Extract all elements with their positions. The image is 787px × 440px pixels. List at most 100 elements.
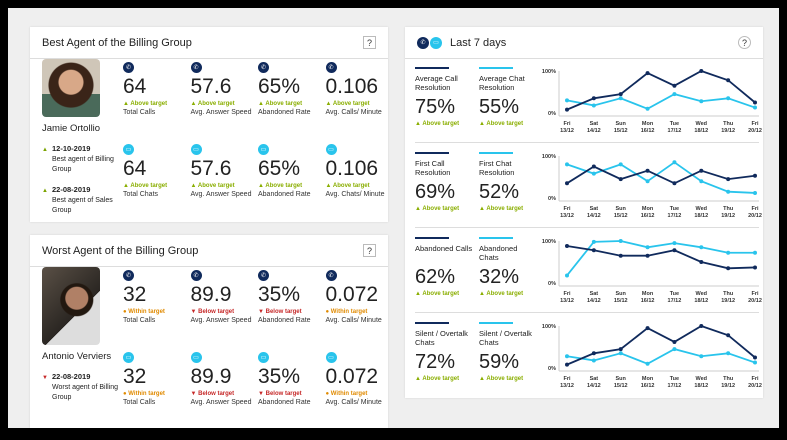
phone-icon: ✆ [325, 62, 337, 73]
card-header: Worst Agent of the Billing Group? [30, 235, 388, 267]
kpi-label: Silent / Overtalk Chats [415, 329, 468, 347]
data-point[interactable] [565, 244, 569, 249]
data-point[interactable] [618, 162, 623, 167]
status-badge: ▲ Above target [415, 291, 475, 297]
data-point[interactable] [565, 273, 569, 278]
data-point[interactable] [753, 190, 757, 195]
data-point[interactable] [591, 164, 596, 169]
data-point[interactable] [672, 248, 677, 253]
award: ▼ 22-08-2019 Worst agent of Billing Group [42, 372, 122, 403]
legend-swatch [479, 322, 513, 324]
status-badge: ▼ Below target [191, 309, 259, 315]
data-point[interactable] [672, 92, 677, 97]
data-point[interactable] [591, 351, 596, 356]
chat-icon: ▭ [325, 352, 337, 363]
data-point[interactable] [645, 253, 650, 258]
phone-icon: ✆ [258, 62, 269, 73]
data-point[interactable] [699, 324, 704, 328]
metric: ▭ 89.9 ▼ Below target Avg. Answer Speed [190, 349, 259, 427]
data-point[interactable] [726, 250, 731, 255]
data-point[interactable] [618, 239, 623, 243]
data-point[interactable] [645, 106, 650, 111]
data-point[interactable] [753, 265, 757, 270]
data-point[interactable] [565, 354, 569, 359]
data-point[interactable] [618, 177, 623, 182]
data-point[interactable] [565, 162, 569, 167]
data-point[interactable] [726, 96, 731, 101]
data-point[interactable] [699, 99, 704, 104]
data-point[interactable] [726, 177, 731, 182]
data-point[interactable] [672, 347, 677, 352]
status-text: Within target [330, 309, 368, 315]
x-tick-label: Sat 14/12 [587, 121, 601, 134]
data-point[interactable] [565, 181, 569, 186]
card-title: Last 7 days [450, 36, 507, 49]
data-point[interactable] [699, 260, 704, 264]
data-point[interactable] [726, 189, 731, 194]
data-point[interactable] [672, 241, 677, 246]
help-button[interactable]: ? [363, 36, 376, 49]
data-point[interactable] [565, 362, 569, 367]
legend-swatch [479, 152, 513, 154]
data-point[interactable] [726, 351, 731, 356]
data-point[interactable] [672, 160, 677, 165]
data-point[interactable] [591, 96, 596, 101]
data-point[interactable] [753, 173, 757, 178]
data-point[interactable] [618, 96, 623, 101]
data-point[interactable] [645, 245, 650, 250]
data-point[interactable] [591, 239, 596, 244]
data-point[interactable] [699, 354, 704, 359]
data-point[interactable] [753, 105, 757, 110]
data-point[interactable] [645, 168, 650, 173]
data-point[interactable] [672, 83, 677, 88]
data-point[interactable] [645, 326, 650, 331]
data-point[interactable] [699, 69, 704, 73]
data-point[interactable] [591, 171, 596, 176]
status-text: Above target [422, 291, 460, 297]
data-point[interactable] [672, 339, 677, 344]
data-point[interactable] [618, 347, 623, 352]
dashboard: Best Agent of the Billing Group? Jamie O… [8, 8, 779, 428]
status-badge: ▼ Below target [258, 309, 326, 315]
data-point[interactable] [565, 98, 569, 103]
data-point[interactable] [753, 355, 757, 360]
data-point[interactable] [618, 92, 623, 97]
data-point[interactable] [699, 168, 704, 173]
data-point[interactable] [726, 333, 731, 338]
metric: ▭ 0.072 ● Within target Avg. Calls/ Minu… [325, 349, 394, 427]
status-text: Within target [128, 391, 165, 397]
data-point[interactable] [672, 181, 677, 186]
data-point[interactable] [591, 358, 596, 363]
metric-value: 64 [123, 157, 147, 180]
data-point[interactable] [726, 78, 731, 83]
data-point[interactable] [645, 71, 650, 76]
metric-value: 89.9 [190, 283, 232, 306]
x-tick-label: Wed 18/12 [694, 291, 708, 304]
metric-value: 32 [123, 283, 147, 306]
triangle-down-icon: ▼ [42, 375, 48, 381]
data-point[interactable] [726, 266, 731, 271]
data-point[interactable] [753, 250, 757, 255]
data-point[interactable] [565, 107, 569, 112]
status-badge: ▲ Above target [479, 121, 539, 127]
data-point[interactable] [699, 245, 704, 250]
help-button[interactable]: ? [738, 36, 751, 49]
help-button[interactable]: ? [363, 244, 376, 257]
data-point[interactable] [645, 361, 650, 366]
y-tick-label: 100% [542, 154, 556, 160]
triangle-up-icon: ▲ [479, 121, 485, 127]
data-point[interactable] [699, 179, 704, 184]
metrics-grid: ✆ 64 ▲ Above target Total Calls ✆ 57.6 ▲ … [123, 59, 393, 219]
data-point[interactable] [591, 103, 596, 108]
x-tick-label: Tue 17/12 [668, 206, 682, 219]
data-point[interactable] [753, 100, 757, 105]
data-point[interactable] [645, 179, 650, 184]
data-point[interactable] [591, 248, 596, 253]
status-badge: ▼ Below target [191, 391, 259, 397]
data-point[interactable] [753, 360, 757, 365]
kpi-value: 69% [415, 181, 456, 203]
data-point[interactable] [618, 253, 623, 258]
status-text: Within target [330, 391, 368, 397]
data-point[interactable] [618, 351, 623, 356]
status-badge: ▲ Above target [479, 206, 539, 212]
